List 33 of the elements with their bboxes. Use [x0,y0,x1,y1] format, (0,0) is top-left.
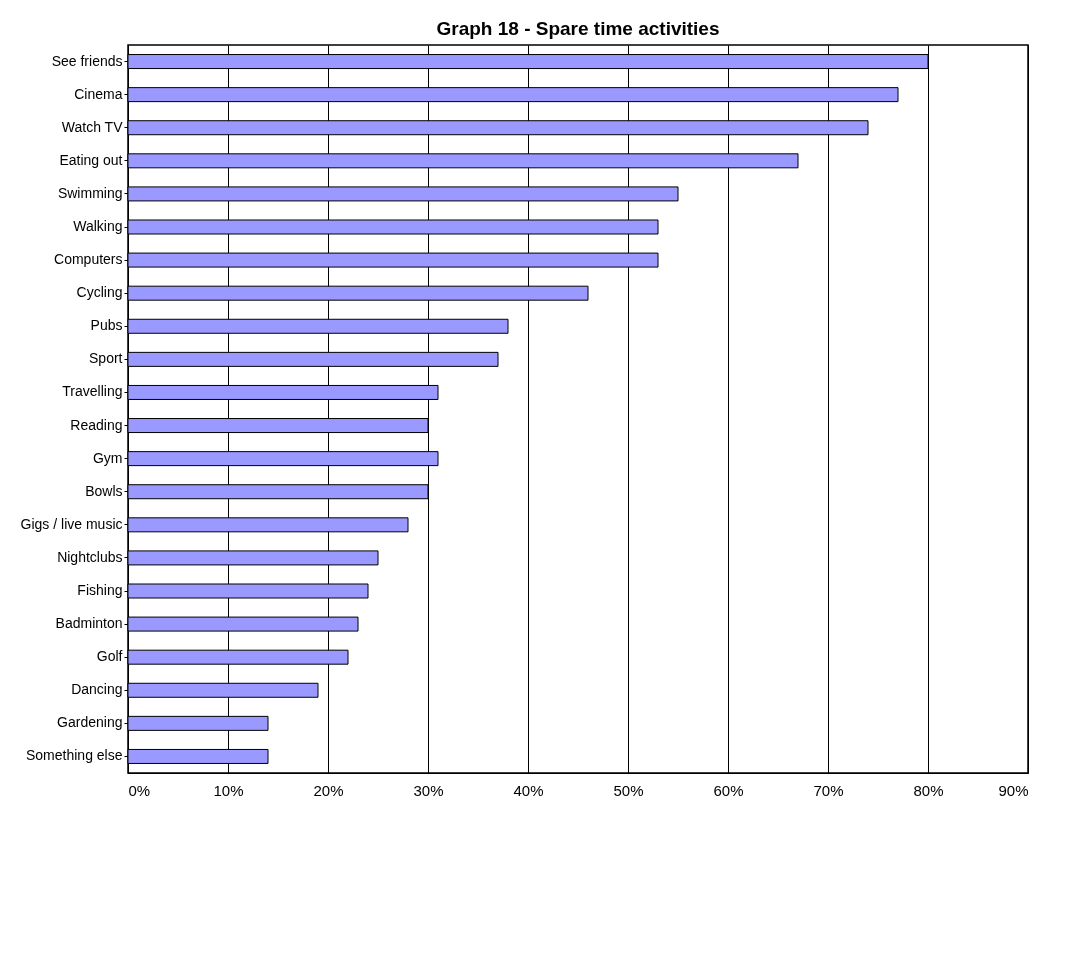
x-tick-label: 60% [713,781,744,799]
y-tick-label: Cycling [76,284,123,301]
x-tick-label: 20% [313,781,344,799]
y-tick-label: Fishing [77,582,123,598]
y-tick-label: Dancing [71,681,123,698]
y-tick-label: Watch TV [61,118,124,135]
y-tick-label: Reading [70,416,123,433]
x-tick-label: 80% [913,781,944,799]
y-tick-label: Cinema [74,85,123,102]
y-tick-label: Gardening [57,714,123,731]
y-tick-label: Pubs [90,317,123,334]
y-tick-label: Computers [54,251,123,268]
x-tick-label: 40% [513,781,544,799]
y-tick-label: See friends [51,52,123,69]
y-tick-label: Badminton [55,615,123,632]
y-tick-label: Something else [25,747,123,764]
y-tick-label: Eating out [59,151,123,168]
y-tick-label: Travelling [62,383,123,400]
y-tick-label: Walking [73,218,123,234]
y-tick-label: Gigs / live music [20,515,123,532]
x-tick-label: 90% [998,781,1029,799]
x-tick-label: 50% [613,781,644,799]
y-tick-label: Sport [89,350,123,367]
y-tick-label: Nightclubs [57,548,123,565]
y-tick-label: Golf [96,648,123,665]
y-tick-label: Bowls [85,482,123,499]
x-tick-label: 30% [413,781,444,799]
chart-title: Graph 18 - Spare time activities [436,18,720,39]
x-tick-label: 0% [128,781,151,799]
x-tick-label: 70% [813,781,844,799]
y-tick-label: Gym [92,449,123,466]
y-tick-label: Swimming [57,184,123,201]
x-tick-label: 10% [213,781,244,799]
